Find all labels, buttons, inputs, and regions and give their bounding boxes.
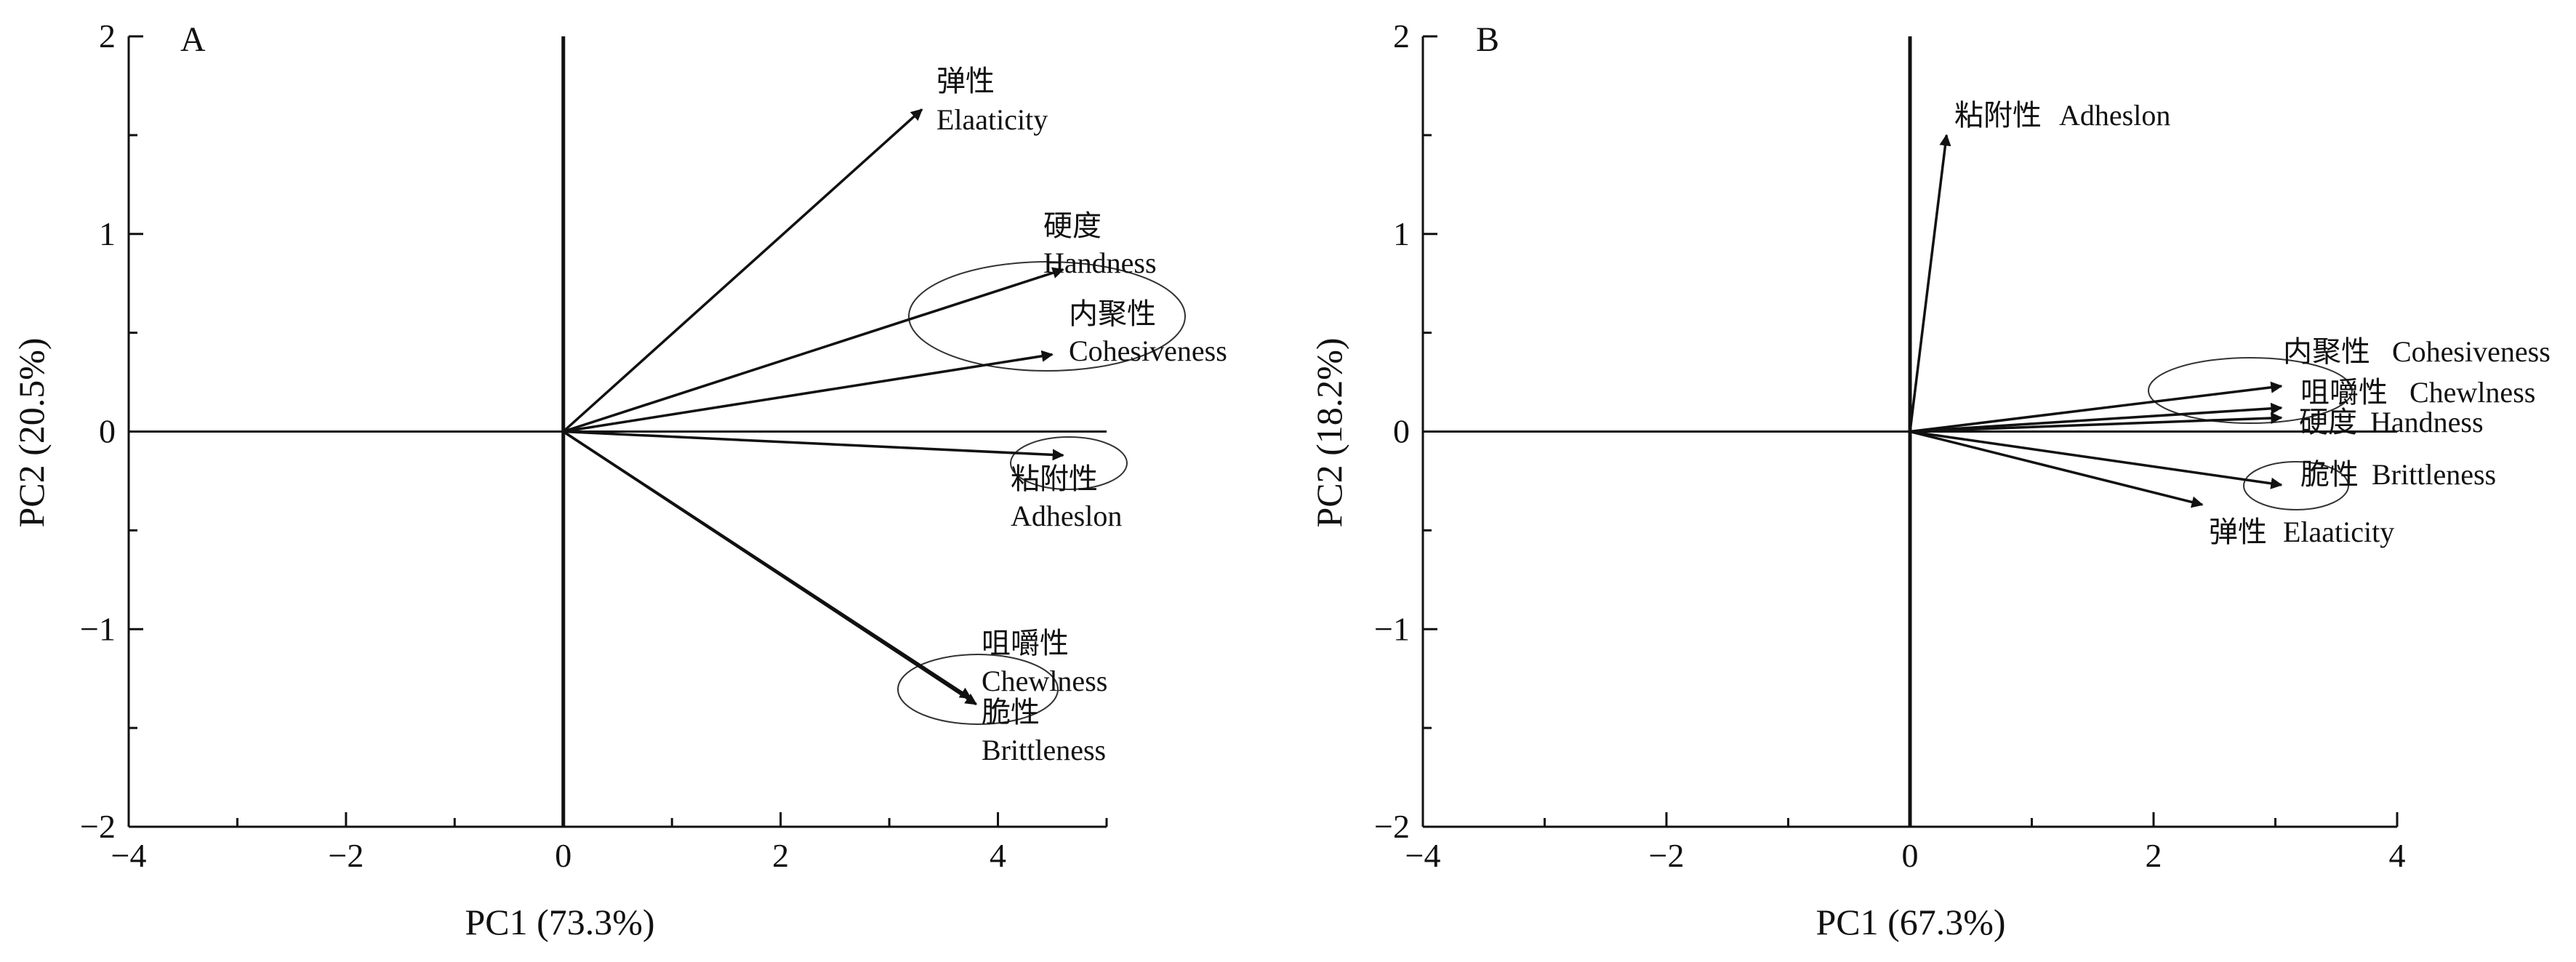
panel-a-vector-label-cn: 硬度 <box>1043 209 1102 242</box>
panel-b-y-tick-label: 2 <box>1393 17 1410 55</box>
panel-a-x-tick-label: −4 <box>111 837 147 874</box>
panel-b-cluster-ellipse <box>2148 357 2353 424</box>
panel-b-vector-label-cn: 内聚性 <box>2283 335 2370 368</box>
panel-a-x-axis-title: PC1 (73.3%) <box>465 902 654 942</box>
panel-b-vector-label-en: Elaaticity <box>2283 516 2394 548</box>
panel-b-vector-label-en: Adheslon <box>2059 99 2170 132</box>
panel-a-vector-label-en: Elaaticity <box>936 103 1048 136</box>
panel-a-y-tick-label: −1 <box>80 610 116 647</box>
panel-b-x-tick-label: 2 <box>2146 837 2162 874</box>
panel-a-vector-label-cn: 弹性 <box>936 65 995 97</box>
panel-b-x-tick-label: 0 <box>1902 837 1919 874</box>
panel-a-vector-label-en: Handness <box>1043 246 1157 279</box>
panel-b-vector-label-cn: 粘附性 <box>1954 99 2042 132</box>
panel-b-x-axis-title: PC1 (67.3%) <box>1815 902 2005 942</box>
panel-b-vector-label-en: Chewlness <box>2410 376 2535 409</box>
panel-a-vector-label-cn: 脆性 <box>982 696 1040 729</box>
panel-b-letter: B <box>1476 20 1499 59</box>
panel-a-x-tick-label: −2 <box>328 837 364 874</box>
panel-a-vector-label-en: Brittleness <box>982 734 1106 766</box>
panel-b-y-tick-label: 0 <box>1393 413 1410 450</box>
panel-b-vector-arrow <box>1909 430 2283 489</box>
panel-a-letter: A <box>180 20 206 59</box>
panel-b-vector-label-cn: 弹性 <box>2209 516 2267 548</box>
panel-b-vector-arrow <box>1909 134 1951 432</box>
panel-b-y-tick-label: −2 <box>1374 808 1410 845</box>
panel-b-vector-arrow <box>1909 381 2283 433</box>
panel-b-x-tick-label: −2 <box>1649 837 1685 874</box>
panel-b-y-tick-label: 1 <box>1393 215 1410 252</box>
panel-a-vector-arrow <box>563 267 1064 433</box>
panel-a-y-tick-label: 1 <box>99 215 116 252</box>
panel-b-vector-label-cn: 脆性 <box>2300 458 2359 491</box>
panel-b-vector-label-cn: 硬度 <box>2299 406 2357 438</box>
panel-a-y-tick-label: 2 <box>99 17 116 55</box>
panel-a-x-tick-label: 2 <box>772 837 789 874</box>
panel-a-vector-arrow <box>563 350 1054 433</box>
panel-b-vector-label-en: Handness <box>2370 406 2484 438</box>
panel-b-vector-arrow <box>1909 430 2204 508</box>
panel-b-cluster-ellipse <box>2243 461 2349 510</box>
panel-a-x-tick-label: 0 <box>555 837 571 874</box>
panel-a-y-tick-label: −2 <box>80 808 116 845</box>
panel-a-vector-arrow <box>562 430 978 705</box>
panel-b-x-tick-label: −4 <box>1405 837 1441 874</box>
panel-a-cluster-ellipse <box>897 654 1059 725</box>
panel-a-vector-label-cn: 咀嚼性 <box>982 627 1069 660</box>
panel-a-x-tick-label: 4 <box>990 837 1006 874</box>
panel-a-vector-label-en: Cohesiveness <box>1069 334 1227 367</box>
panel-a-vector-label-en: Chewlness <box>982 665 1107 697</box>
panel-a-vector-arrow <box>563 430 1064 461</box>
panel-a-cluster-ellipse <box>908 261 1186 372</box>
panel-a-vector-arrow <box>562 108 923 433</box>
panel-b-y-axis-title: PC2 (18.2%) <box>1309 337 1349 527</box>
panel-a-cluster-ellipse <box>1010 436 1128 490</box>
panel-b-vector-label-en: Brittleness <box>2372 458 2496 491</box>
panel-b-x-tick-label: 4 <box>2389 837 2406 874</box>
panel-b-vector-arrow <box>1909 412 2283 433</box>
panel-b-vector-arrow <box>1909 402 2283 433</box>
panel-a-vector-label-cn: 内聚性 <box>1069 297 1156 330</box>
panel-a-vector-label-cn: 粘附性 <box>1011 462 1098 495</box>
panel-b-y-tick-label: −1 <box>1374 610 1410 647</box>
panel-a-y-tick-label: 0 <box>99 413 116 450</box>
panel-a-vector-label-en: Adheslon <box>1011 500 1122 532</box>
panel-b-vector-label-cn: 咀嚼性 <box>2300 376 2388 409</box>
panel-b-vector-label-en: Cohesiveness <box>2392 335 2551 368</box>
panel-a-y-axis-title: PC2 (20.5%) <box>11 337 52 527</box>
